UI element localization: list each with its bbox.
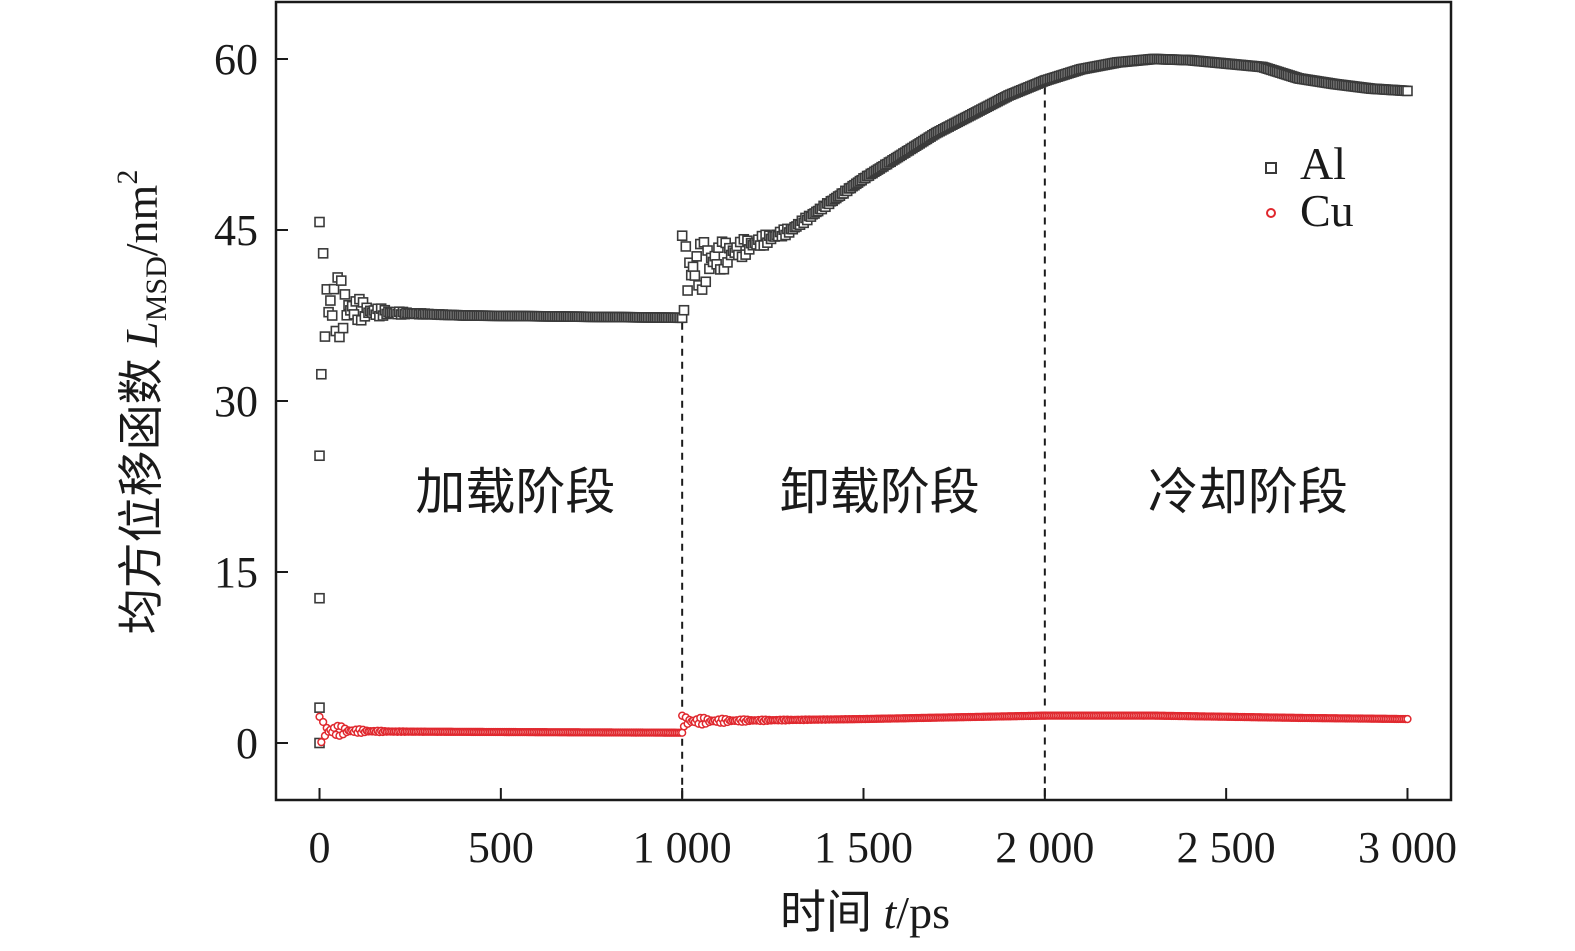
data-point-al xyxy=(334,331,345,343)
x-tick-label: 2 500 xyxy=(1177,823,1276,872)
y-tick-label: 0 xyxy=(236,719,258,768)
phase-dividers xyxy=(681,87,1046,800)
data-point-al xyxy=(700,276,712,288)
data-point-al xyxy=(689,270,701,281)
x-axis: 0 500 1 000 1 500 2 000 2 500 3 000 xyxy=(309,788,1457,872)
x-tick-label: 2 000 xyxy=(995,823,1094,872)
phase-label: 卸载阶段 xyxy=(780,464,980,520)
plot-frame xyxy=(274,0,1453,802)
data-point-al xyxy=(314,592,325,604)
data-point-al xyxy=(680,241,692,252)
data-point-al xyxy=(678,304,690,316)
series-al xyxy=(314,53,1413,749)
legend-marker-cu xyxy=(1266,208,1276,218)
y-axis: 0 15 30 45 60 xyxy=(214,35,288,768)
data-point-al xyxy=(326,310,338,321)
data-point-al xyxy=(691,251,702,262)
data-point-al xyxy=(682,285,693,296)
legend-label-al: Al xyxy=(1300,138,1346,189)
series-cu xyxy=(315,711,1412,747)
y-axis-title: 均方位移函数 LMSD/nm2 xyxy=(111,170,173,635)
data-point-al xyxy=(1402,85,1413,97)
legend: Al Cu xyxy=(1265,138,1354,236)
data-point-al xyxy=(676,230,688,241)
data-point-al xyxy=(687,261,699,273)
phase-label: 冷却阶段 xyxy=(1148,464,1348,520)
x-tick-label: 3 000 xyxy=(1358,823,1457,872)
data-point-al xyxy=(317,248,329,259)
data-point-al xyxy=(319,331,331,342)
x-tick-label: 1 000 xyxy=(633,823,732,872)
x-tick-label: 500 xyxy=(468,823,534,872)
data-point-al xyxy=(314,702,325,713)
y-tick-label: 30 xyxy=(214,377,258,426)
data-point-al xyxy=(337,322,349,334)
data-point-al xyxy=(325,295,336,306)
data-point-al xyxy=(328,283,340,295)
legend-marker-al xyxy=(1265,162,1277,174)
x-tick-label: 0 xyxy=(309,823,331,872)
phase-label: 加载阶段 xyxy=(415,464,615,520)
legend-label-cu: Cu xyxy=(1300,185,1354,236)
data-point-cu xyxy=(318,717,328,727)
y-tick-label: 45 xyxy=(214,206,258,255)
data-point-cu xyxy=(317,737,326,747)
phase-labels: 加载阶段 卸载阶段 冷却阶段 xyxy=(415,464,1348,520)
y-tick-label: 60 xyxy=(214,35,258,84)
data-point-al xyxy=(316,368,327,380)
data-point-al xyxy=(314,216,325,228)
data-point-al xyxy=(335,275,347,286)
y-tick-label: 15 xyxy=(214,548,258,597)
data-point-cu xyxy=(1403,714,1412,724)
x-axis-title: 时间 t/ps xyxy=(780,887,950,938)
data-point-al xyxy=(339,289,351,300)
data-point-al xyxy=(314,450,325,462)
x-tick-label: 1 500 xyxy=(814,823,913,872)
